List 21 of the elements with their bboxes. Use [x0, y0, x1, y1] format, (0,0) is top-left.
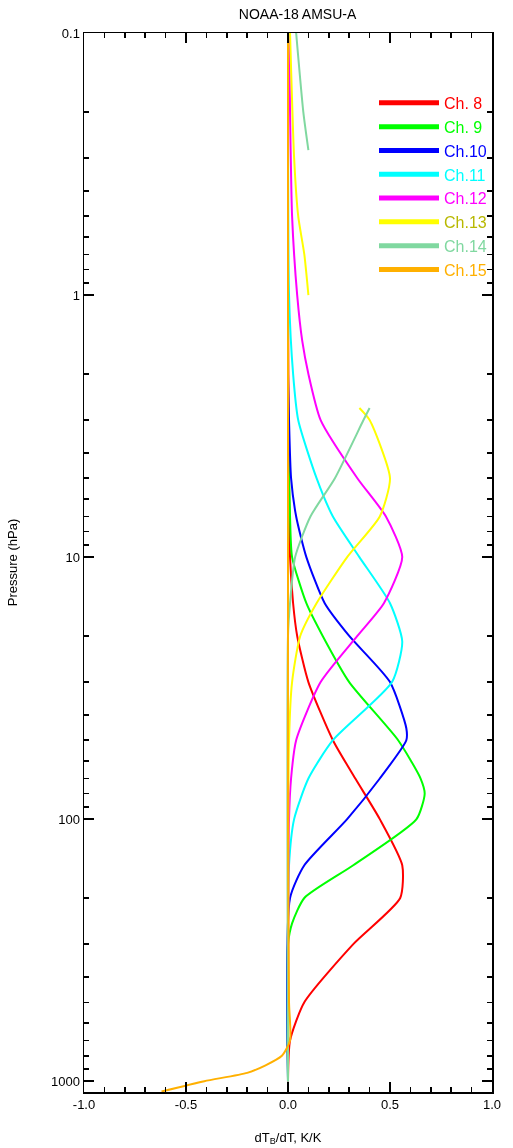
x-axis-title: dT$_{B}$/dT, K/K — [254, 1129, 322, 1147]
legend-label: Ch.10 — [444, 142, 487, 160]
y-tick-label: 0.1 — [61, 25, 80, 41]
x-tick-label: -0.5 — [174, 1097, 198, 1113]
x-tick-label: -1.0 — [72, 1097, 96, 1113]
y-tick-label: 1 — [72, 287, 80, 303]
legend-label: Ch.14 — [444, 237, 487, 255]
x-tick-label: 0.0 — [278, 1097, 298, 1113]
legend-label: Ch. 9 — [444, 118, 483, 136]
y-axis-title: Pressure (hPa) — [5, 518, 21, 607]
legend-label: Ch.12 — [444, 190, 487, 208]
y-tick-label: 10 — [65, 549, 80, 565]
legend-label: Ch.11 — [444, 166, 486, 184]
y-tick-label: 1000 — [50, 1073, 80, 1089]
x-tick-label: 0.5 — [380, 1097, 400, 1113]
legend-label: Ch. 8 — [444, 95, 483, 113]
x-tick-label: 1.0 — [482, 1097, 502, 1113]
legend-label: Ch.15 — [444, 261, 487, 279]
chart-title: NOAA-18 AMSU-A — [238, 5, 357, 22]
legend-label: Ch.13 — [444, 214, 487, 232]
y-tick-label: 100 — [58, 811, 80, 827]
